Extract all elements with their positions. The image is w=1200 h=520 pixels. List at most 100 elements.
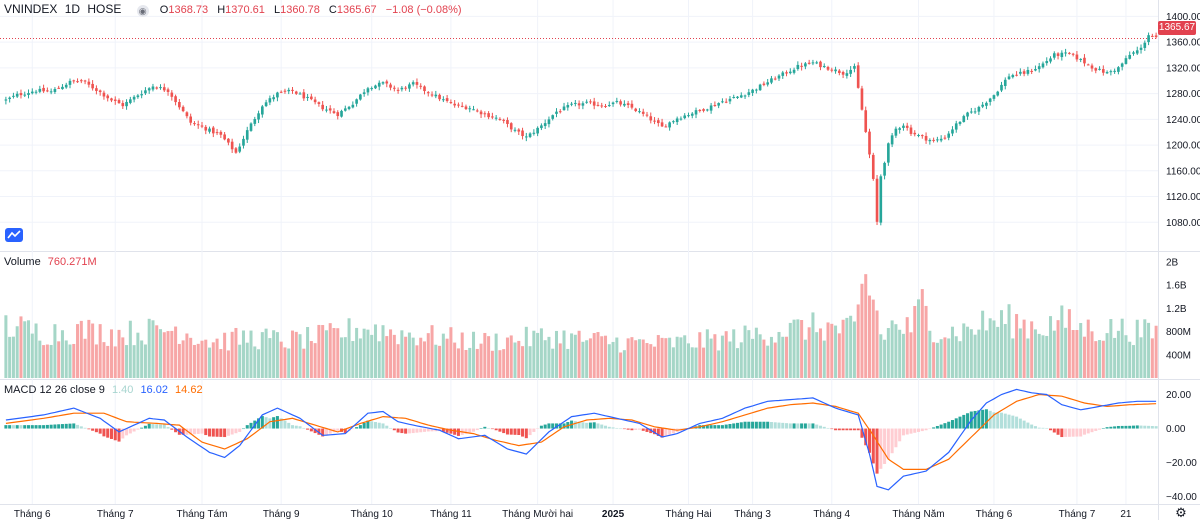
volume-bar xyxy=(309,341,313,378)
volume-bar xyxy=(404,336,408,378)
macd-hist-bar xyxy=(766,421,770,429)
candle-body xyxy=(1019,71,1022,74)
macd-hist-bar xyxy=(747,421,751,429)
volume-bar xyxy=(728,341,732,378)
macd-hist-bar xyxy=(999,412,1004,429)
macd-hist-bar xyxy=(735,422,740,429)
volume-bar xyxy=(683,335,687,378)
candle-body xyxy=(230,141,234,150)
volume-bar xyxy=(385,336,389,378)
candle-body xyxy=(1011,75,1015,78)
volume-bar xyxy=(860,283,864,378)
candle-body xyxy=(1151,35,1154,37)
macd-hist-bar xyxy=(1041,427,1045,429)
volume-bar xyxy=(128,320,132,378)
volume-pane[interactable] xyxy=(4,274,1158,378)
macd-hist-bar xyxy=(245,425,249,429)
volume-bar xyxy=(898,329,902,378)
candle-body xyxy=(913,132,917,135)
candle-body xyxy=(298,93,302,95)
volume-bar xyxy=(57,341,61,378)
candle-body xyxy=(1154,35,1158,38)
volume-bar xyxy=(1139,337,1143,378)
macd-hist-bar xyxy=(238,428,242,432)
candle-body xyxy=(988,98,992,102)
volume-bar xyxy=(370,334,374,378)
candle-body xyxy=(404,87,407,89)
macd-hist-bar xyxy=(641,428,645,431)
volume-bar xyxy=(521,346,525,378)
volume-value: 760.271M xyxy=(47,256,97,268)
candle-body xyxy=(713,104,717,106)
macd-hist-bar xyxy=(818,425,822,429)
macd-hist-bar xyxy=(324,428,328,436)
symbol-label[interactable]: VNINDEX 1D HOSE xyxy=(4,2,129,16)
macd-hist-bar xyxy=(189,428,193,435)
macd-hist-bar xyxy=(890,428,894,454)
macd-label: MACD 12 26 close 9 xyxy=(4,384,105,396)
volume-bar xyxy=(913,306,917,378)
volume-bar xyxy=(275,332,279,378)
candle-body xyxy=(973,111,977,113)
price-pane[interactable] xyxy=(0,32,1158,226)
macd-hist-bar xyxy=(230,428,234,435)
volume-bar xyxy=(758,334,762,378)
volume-bar xyxy=(532,330,536,378)
volume-bar xyxy=(245,342,249,378)
candle-body xyxy=(8,97,11,100)
candle-body xyxy=(785,72,788,74)
candle-body xyxy=(1030,70,1033,72)
macd-hist-bar xyxy=(336,428,340,431)
volume-bar xyxy=(1154,325,1158,378)
candle-body xyxy=(841,71,845,75)
volume-bar xyxy=(709,338,713,378)
candle-body xyxy=(743,95,747,97)
macd-pane[interactable] xyxy=(4,388,1158,491)
volume-bar xyxy=(834,325,838,378)
macd-hist-bar xyxy=(411,428,415,434)
macd-hist-bar xyxy=(415,428,419,433)
candle-body xyxy=(721,101,724,103)
time-tick-label: Tháng 11 xyxy=(430,509,472,520)
macd-hist-bar xyxy=(513,428,517,435)
volume-bar xyxy=(815,332,819,378)
volume-bar xyxy=(615,337,619,378)
volume-bar xyxy=(690,347,694,378)
macd-hist-bar xyxy=(717,425,721,429)
candle-body xyxy=(151,86,155,90)
volume-bar xyxy=(94,344,98,378)
volume-bar xyxy=(1116,330,1120,378)
macd-hist-bar xyxy=(558,423,562,429)
candle-body xyxy=(883,162,886,176)
volume-bar xyxy=(381,325,385,378)
volume-bar xyxy=(792,319,796,378)
macd-hist-bar xyxy=(170,428,174,430)
candle-body xyxy=(540,125,543,129)
tradingview-logo-icon[interactable] xyxy=(5,228,23,242)
macd-hist-bar xyxy=(807,423,811,429)
candle-body xyxy=(83,80,87,82)
volume-bar xyxy=(830,323,834,378)
macd-hist-bar xyxy=(950,420,954,429)
eye-icon[interactable]: ◉ xyxy=(136,5,149,17)
volume-bar xyxy=(864,274,868,378)
volume-bar xyxy=(426,333,430,378)
macd-hist-bar xyxy=(483,426,487,429)
candle-body xyxy=(185,112,189,117)
macd-hist-bar xyxy=(830,428,834,430)
time-tick-label: Tháng 7 xyxy=(97,509,134,520)
macd-hist-bar xyxy=(98,428,102,434)
candle-body xyxy=(1086,64,1090,66)
candle-body xyxy=(517,129,521,132)
macd-hist-bar xyxy=(834,428,838,431)
candle-body xyxy=(411,82,415,85)
volume-bar xyxy=(551,348,555,378)
volume-bar xyxy=(494,333,498,378)
settings-gear-icon[interactable]: ⚙ xyxy=(1175,505,1187,520)
volume-bar xyxy=(1045,335,1049,378)
volume-bar xyxy=(984,330,988,378)
volume-bar xyxy=(818,328,822,378)
volume-tick-label: 1.6B xyxy=(1166,281,1187,292)
candle-body xyxy=(125,101,128,107)
